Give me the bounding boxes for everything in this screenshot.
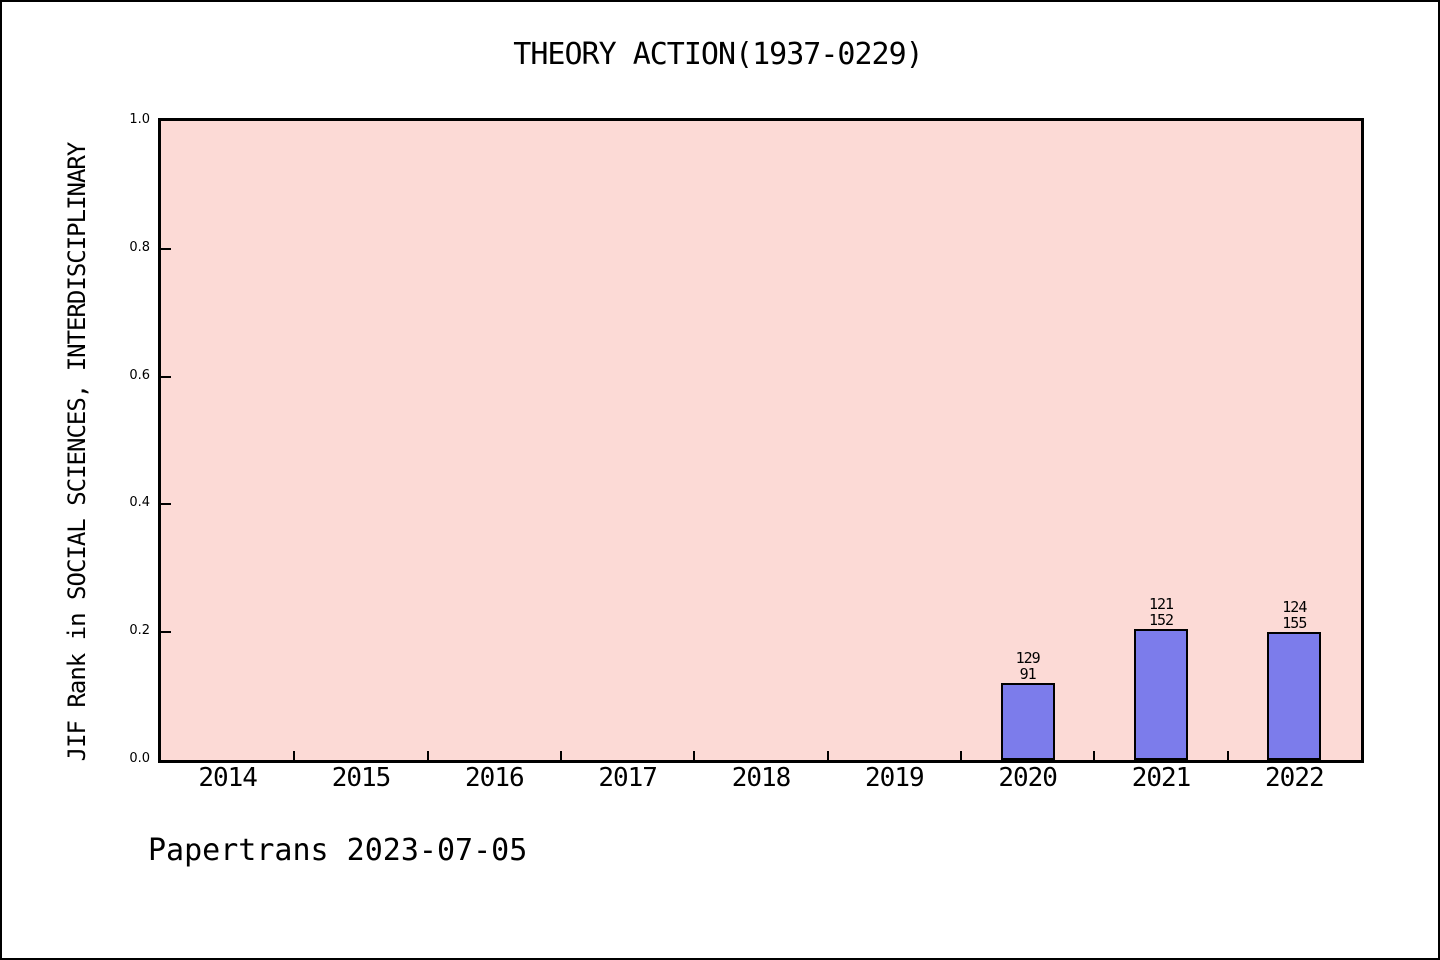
bar-value-label-2022: 124 155	[1282, 598, 1307, 632]
x-tick-label-2019: 2019	[865, 763, 925, 793]
x-axis-tick	[560, 751, 562, 760]
x-tick-label-2020: 2020	[998, 763, 1058, 793]
bar-value-label-2020: 129 91	[1015, 649, 1041, 683]
chart-title: THEORY ACTION(1937-0229)	[513, 37, 923, 72]
x-axis-tick	[293, 751, 296, 760]
x-tick-label-2021: 2021	[1131, 763, 1192, 793]
bar-value-line2: 152	[1148, 611, 1174, 629]
x-axis-tick	[826, 751, 829, 760]
bar-value-line2: 155	[1282, 614, 1307, 632]
x-tick-label-2018: 2018	[731, 763, 792, 793]
x-axis-tick	[960, 751, 962, 760]
bar-2022	[1267, 632, 1322, 760]
y-axis-tick	[161, 375, 171, 378]
y-axis-tick	[161, 503, 171, 506]
x-tick-label-2022: 2022	[1265, 763, 1325, 793]
x-axis-tick	[426, 751, 429, 760]
y-axis-tick	[161, 247, 171, 250]
x-axis-tick	[693, 751, 696, 760]
bar-value-line1: 129	[1015, 649, 1041, 667]
y-tick-label-0.6: 0.6	[129, 367, 150, 383]
x-tick-label-2017: 2017	[598, 763, 658, 793]
bar-2021	[1134, 629, 1188, 760]
bar-value-label-2021: 121 152	[1148, 595, 1174, 629]
x-axis-tick	[1226, 751, 1229, 760]
y-axis-label: JIF Rank in SOCIAL SCIENCES, INTERDISCIP…	[63, 142, 91, 762]
bar-value-line1: 121	[1148, 595, 1174, 613]
x-tick-label-2016: 2016	[465, 763, 525, 793]
y-tick-label-0.4: 0.4	[129, 495, 150, 511]
y-tick-label-1.0: 1.0	[129, 112, 150, 127]
bar-value-line1: 124	[1282, 598, 1307, 616]
plot-area: 129 91 121 152 124 155	[158, 118, 1364, 763]
bar-2020	[1000, 683, 1055, 760]
x-tick-label-2014: 2014	[198, 763, 258, 793]
footer-watermark: Papertrans 2023-07-05	[148, 833, 528, 868]
y-tick-label-0.2: 0.2	[129, 623, 150, 639]
x-tick-label-2015: 2015	[331, 763, 392, 793]
y-tick-label-0.8: 0.8	[129, 239, 150, 255]
x-axis-tick	[1093, 751, 1096, 760]
y-tick-label-0.0: 0.0	[129, 751, 150, 766]
bar-value-line2: 91	[1019, 665, 1037, 683]
y-axis-tick	[161, 631, 171, 634]
